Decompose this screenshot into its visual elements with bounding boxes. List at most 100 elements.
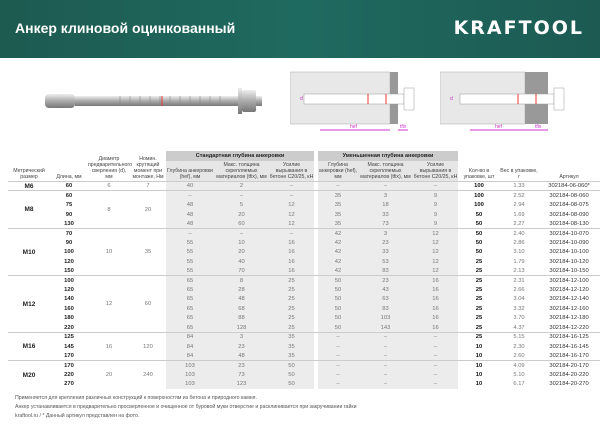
cell-std-thickness: 23 xyxy=(214,341,269,352)
cell-std-thickness: 2 xyxy=(214,180,269,191)
column-gap xyxy=(314,238,318,248)
cell-weight: 1.79 xyxy=(513,258,525,265)
cell-red-depth: 35 xyxy=(318,209,358,220)
cell-torque: 20 xyxy=(130,190,166,229)
cell-weight: 2.60 xyxy=(513,352,525,359)
column-gap xyxy=(314,257,318,267)
cell-length: 100 xyxy=(64,249,74,256)
cell-std-thickness: 20 xyxy=(214,247,269,257)
table-row: 120 65 28 25 50 43 16 25 2.66 302184-12-120 xyxy=(8,285,600,295)
hef-label: hef xyxy=(495,124,503,130)
table-row: 220 103 73 50– – –10 5.10 302184-20-220 xyxy=(8,370,600,380)
table-row: M10 70 10 35– – –42 3 12 50 2.40 302184-10-070 xyxy=(8,228,600,276)
cell-red-depth: 35 xyxy=(318,219,358,229)
col-length: Длина, мм xyxy=(56,174,82,180)
cell-std-thickness: 88 xyxy=(214,313,269,324)
cell-red-force: 16 xyxy=(413,275,459,286)
cell-red-depth: – xyxy=(318,351,358,361)
cell-article: 302184-06-060* xyxy=(538,180,600,191)
cell-length: 90 xyxy=(65,239,73,246)
cell-red-force: 16 xyxy=(413,285,459,295)
cell-article: 302184-10-070 xyxy=(538,228,600,239)
cell-red-thickness: – xyxy=(358,351,413,361)
cell-std-thickness: 28 xyxy=(214,285,269,295)
cell-red-force: 12 xyxy=(413,247,459,257)
column-gap xyxy=(314,209,318,220)
cell-length: 120 xyxy=(64,258,74,265)
cell-std-depth: 55 xyxy=(166,257,214,267)
cell-diameter: 10 xyxy=(88,228,130,276)
cell-weight: 3.04 xyxy=(513,296,525,303)
cell-weight: 3.10 xyxy=(513,249,525,256)
specs-table: Метрический размер Длина, мм Диаметр пре… xyxy=(8,151,600,390)
cell-article: 302184-20-220 xyxy=(549,371,589,378)
cell-red-thickness: 23 xyxy=(358,238,413,248)
cell-diameter: 20 xyxy=(88,360,130,390)
cell-qty: 25 xyxy=(475,296,483,303)
col-torque: Номин. крутящий момент при монтаже, Нм xyxy=(132,156,164,180)
cell-red-depth: 50 xyxy=(318,275,358,286)
cell-red-thickness: – xyxy=(358,331,413,342)
cell-red-force: – xyxy=(413,360,459,371)
cell-red-depth: 42 xyxy=(318,247,358,257)
cell-qty: 100 xyxy=(474,202,484,209)
cell-article: 302184-16-145 xyxy=(549,343,589,350)
standard-depth-diagram: d hef tfix xyxy=(290,71,415,131)
table-row: 90 48 20 12 35 33 9 50 1.69 302184-08-090 xyxy=(8,209,600,220)
cell-torque: 60 xyxy=(130,275,166,333)
cell-length: 140 xyxy=(64,296,74,303)
cell-std-force: 25 xyxy=(269,304,314,314)
cell-std-depth: 65 xyxy=(166,285,214,295)
cell-std-depth: 84 xyxy=(166,351,214,361)
cell-weight: 4.37 xyxy=(513,324,525,331)
cell-std-force: – xyxy=(269,190,314,201)
table-row: 130 48 60 12 35 73 9 50 2.27 302184-08-130 xyxy=(8,219,600,229)
column-gap xyxy=(314,360,318,371)
cell-std-thickness: – xyxy=(214,228,269,239)
cell-red-depth: – xyxy=(318,360,358,371)
col-qty: Кол-во в упаковке, шт xyxy=(463,168,495,180)
cell-red-thickness: 143 xyxy=(358,323,413,333)
cell-red-depth: – xyxy=(318,331,358,342)
cell-weight: 2.31 xyxy=(500,275,539,286)
col-std-force: Усилие вырывания в бетоне C20/25, кН xyxy=(269,161,314,182)
cell-std-thickness: 5 xyxy=(214,200,269,210)
cell-red-depth: 42 xyxy=(318,238,358,248)
cell-red-depth: 50 xyxy=(318,285,358,295)
col-red-depth: Глубина анкеровки (hef), мм xyxy=(318,161,358,182)
table-row: 120 55 40 16 42 53 12 25 1.79 302184-10-120 xyxy=(8,257,600,267)
cell-std-thickness: 48 xyxy=(214,294,269,305)
cell-diameter: 6 xyxy=(88,180,130,191)
cell-qty: 50 xyxy=(458,228,501,239)
cell-red-depth: – xyxy=(318,341,358,352)
reduced-depth-diagram: d hef tfix xyxy=(440,71,565,131)
footer-note-1: Применяется для крепления различных конс… xyxy=(15,395,257,401)
cell-length: 130 xyxy=(64,220,74,227)
cell-std-thickness: 10 xyxy=(214,238,269,248)
cell-std-force: 16 xyxy=(269,257,314,267)
cell-red-thickness: 18 xyxy=(358,200,413,210)
cell-length: 100 xyxy=(50,275,88,286)
cell-std-depth: 84 xyxy=(166,341,214,352)
cell-weight: 2.66 xyxy=(513,287,525,294)
d-label: d xyxy=(300,96,303,102)
cell-red-force: – xyxy=(413,331,459,342)
cell-length: 150 xyxy=(64,267,74,274)
cell-red-thickness: – xyxy=(358,370,413,380)
cell-std-depth: 65 xyxy=(166,313,214,324)
cell-std-force: 12 xyxy=(269,209,314,220)
cell-article: 302184-16-125 xyxy=(538,331,600,342)
cell-qty: 10 xyxy=(475,371,483,378)
cell-red-force: 12 xyxy=(413,228,459,239)
cell-qty: 25 xyxy=(475,305,483,312)
cell-red-force: – xyxy=(413,341,459,352)
col-std-depth: Глубина анкеровки (hef), мм xyxy=(166,161,214,182)
cell-article: 302184-12-160 xyxy=(549,305,589,312)
cell-std-force: 12 xyxy=(269,200,314,210)
cell-std-depth: 65 xyxy=(166,275,214,286)
cell-red-depth: – xyxy=(318,379,358,390)
cell-std-depth: 55 xyxy=(166,238,214,248)
cell-qty: 100 xyxy=(458,190,501,201)
table-row: 180 65 88 25 50 103 16 25 3.70 302184-12-180 xyxy=(8,313,600,324)
cell-qty: 25 xyxy=(475,287,483,294)
